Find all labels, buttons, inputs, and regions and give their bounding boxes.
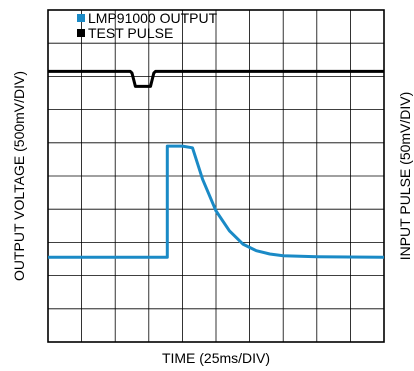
y-axis-label-left: OUTPUT VOLTAGE (500mV/DIV) <box>11 71 27 281</box>
legend-label-lmp91000-output: LMP91000 OUTPUT <box>88 10 218 26</box>
legend-label-test-pulse: TEST PULSE <box>88 25 173 41</box>
x-axis-label: TIME (25ms/DIV) <box>162 350 270 366</box>
y-axis-label-right: INPUT PULSE (50mV/DIV) <box>397 92 413 261</box>
grid <box>48 10 384 342</box>
traces <box>48 69 385 259</box>
series-line-lmp91000-output <box>48 144 385 259</box>
legend-swatch-test-pulse <box>77 29 85 37</box>
legend: LMP91000 OUTPUT TEST PULSE <box>77 10 218 41</box>
series-line-test-pulse <box>48 69 384 88</box>
legend-swatch-lmp91000-output <box>77 14 85 22</box>
plot-frame <box>47 9 385 343</box>
